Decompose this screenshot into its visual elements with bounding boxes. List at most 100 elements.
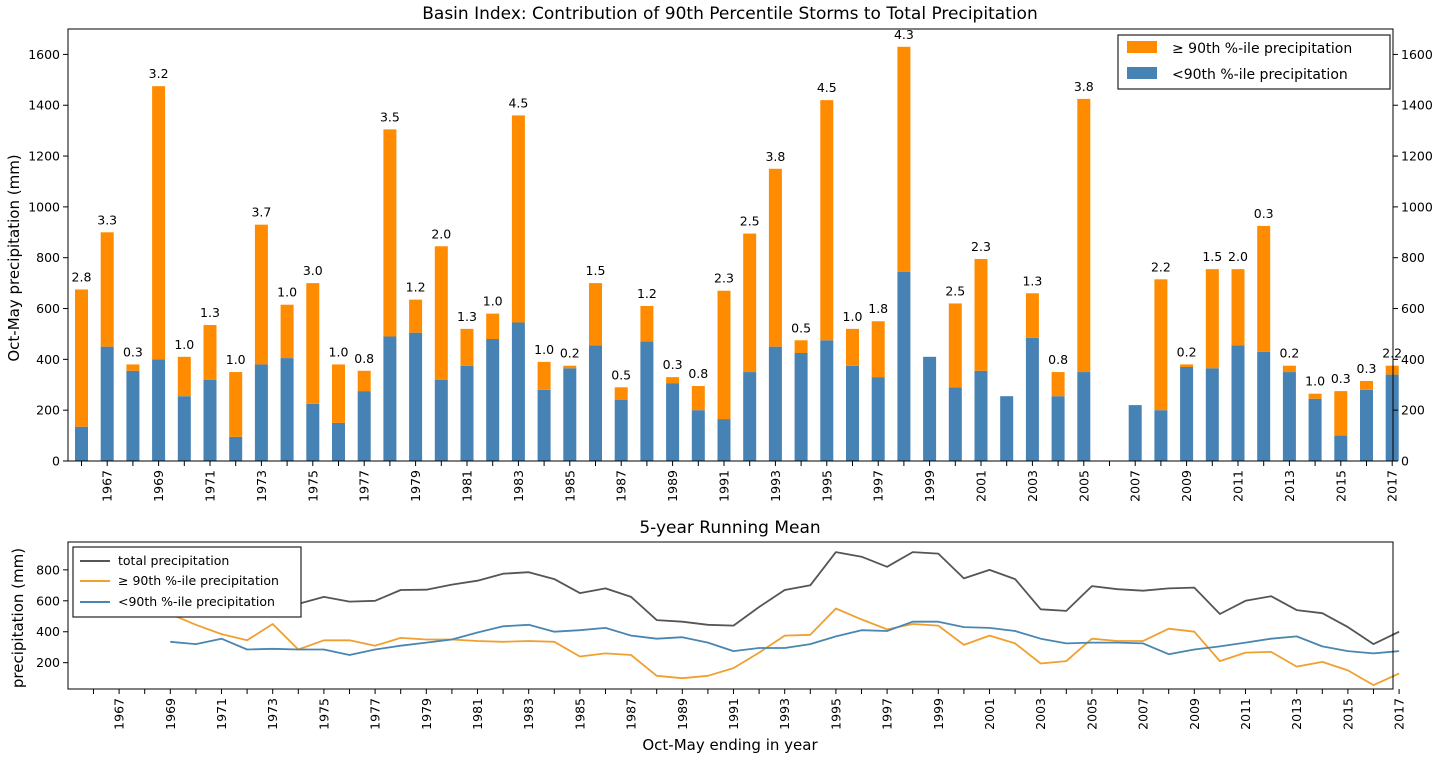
- bottom-x-tick-label: 2005: [1084, 698, 1099, 730]
- bottom-x-tick-label: 1997: [880, 698, 895, 730]
- ratio-label-1979: 1.2: [406, 280, 426, 295]
- bottom-x-tick-label: 1989: [675, 698, 690, 730]
- bar-below-1990: [691, 410, 705, 461]
- bar-below-1973: [254, 364, 268, 461]
- ratio-label-2013: 0.2: [1279, 346, 1299, 361]
- top-x-tick-label: 1985: [562, 470, 577, 502]
- top-y-tick-label: 200: [36, 403, 60, 418]
- top-x-tick-label: 2013: [1282, 470, 1297, 502]
- top-y-right-tick-label: 1400: [1401, 98, 1433, 113]
- bar-below-1986: [589, 345, 602, 461]
- top-x-tick-label: 1975: [305, 470, 320, 502]
- bar-above-1979: [409, 299, 423, 333]
- top-plot-frame: [67, 28, 1394, 462]
- ratio-label-1970: 1.0: [174, 337, 194, 352]
- top-y-tick-label: 1600: [28, 47, 60, 62]
- ratio-label-1984: 1.0: [534, 342, 554, 357]
- bar-below-1993: [768, 346, 782, 461]
- bar-above-1984: [537, 361, 551, 390]
- bar-above-2016: [1360, 380, 1373, 390]
- ratio-label-1996: 1.0: [843, 309, 863, 324]
- bar-above-2008: [1154, 279, 1168, 411]
- ratio-label-1971: 1.3: [200, 305, 220, 320]
- bar-below-1997: [871, 377, 885, 461]
- legend-below-line-label: <90th %-ile precipitation: [118, 594, 275, 609]
- bar-above-1970: [177, 356, 191, 397]
- bottom-x-tick-label: 1983: [521, 698, 536, 730]
- ratio-label-1994: 0.5: [791, 320, 811, 335]
- ratio-label-1977: 0.8: [354, 351, 374, 366]
- ratio-label-2016: 0.3: [1357, 361, 1377, 376]
- bar-below-2005: [1077, 372, 1091, 461]
- bar-below-1982: [486, 339, 500, 461]
- bar-below-2002: [1000, 396, 1014, 461]
- top-y-tick-label: 600: [36, 301, 60, 316]
- bottom-y-axis: 200 400 600 800: [36, 562, 68, 670]
- top-x-tick-label: 1971: [203, 470, 218, 502]
- bar-below-1983: [511, 322, 525, 461]
- bottom-x-tick-label: 1975: [316, 698, 331, 730]
- top-x-tick-label: 1987: [614, 470, 629, 502]
- top-x-tick-label: 1999: [922, 470, 937, 502]
- bar-below-1970: [177, 396, 191, 461]
- bar-below-2001: [974, 370, 988, 461]
- bottom-x-tick-label: 1991: [726, 698, 741, 730]
- ratio-label-1982: 1.0: [483, 294, 503, 309]
- top-x-tick-label: 1983: [511, 470, 526, 502]
- top-chart-title: Basin Index: Contribution of 90th Percen…: [422, 4, 1037, 24]
- bar-below-1999: [923, 356, 937, 461]
- ratio-label-1998: 4.3: [894, 27, 914, 42]
- bar-below-1989: [666, 383, 680, 461]
- bottom-x-tick-label: 1979: [419, 698, 434, 730]
- bar-above-1989: [666, 377, 680, 384]
- top-x-tick-label: 1967: [100, 470, 115, 502]
- top-y-tick-label: 1000: [28, 199, 60, 214]
- top-y-tick-label: 1200: [28, 149, 60, 164]
- bottom-x-tick-label: 1969: [163, 698, 178, 730]
- top-bars: [75, 46, 1399, 461]
- bottom-y-tick-label: 800: [36, 562, 60, 577]
- bar-above-2003: [1025, 293, 1039, 338]
- legend-above-line-label: ≥ 90th %-ile precipitation: [118, 573, 279, 588]
- ratio-label-1983: 4.5: [508, 95, 528, 110]
- bar-below-1972: [229, 436, 243, 461]
- ratio-label-1980: 2.0: [431, 226, 451, 241]
- bar-below-1981: [460, 365, 474, 461]
- ratio-label-1993: 3.8: [765, 149, 785, 164]
- bar-above-2015: [1334, 391, 1348, 436]
- bar-below-1975: [306, 403, 320, 461]
- bar-below-1998: [897, 271, 911, 461]
- top-x-tick-label: 1973: [254, 470, 269, 502]
- ratio-label-2011: 2.0: [1228, 249, 1248, 264]
- bar-below-2016: [1360, 389, 1373, 461]
- bar-below-1969: [152, 359, 166, 461]
- top-x-tick-label: 1979: [408, 470, 423, 502]
- bar-above-1980: [434, 246, 448, 380]
- ratio-label-1978: 3.5: [380, 109, 400, 124]
- bottom-legend: total precipitation ≥ 90th %-ile precipi…: [72, 546, 302, 618]
- top-panel: Basin Index: Contribution of 90th Percen…: [5, 4, 1433, 502]
- top-y-right-tick-label: 800: [1401, 250, 1425, 265]
- bottom-x-tick-label: 1993: [777, 698, 792, 730]
- bottom-x-tick-label: 2009: [1187, 698, 1202, 730]
- bottom-x-tick-label: 1999: [931, 698, 946, 730]
- bar-above-1977: [357, 370, 371, 392]
- top-x-axis: 1967 1969 1971 1973 1975 1977 1979 1981 1983 1985…: [81, 461, 1400, 502]
- top-x-tick-label: 2011: [1231, 470, 1246, 502]
- top-x-tick-label: 1993: [768, 470, 783, 502]
- bar-above-1996: [846, 328, 859, 366]
- bar-above-1969: [152, 86, 166, 360]
- bar-below-2004: [1051, 396, 1065, 461]
- top-legend-box: [1117, 34, 1391, 90]
- bottom-x-tick-label: 2007: [1136, 698, 1151, 730]
- bar-below-1988: [640, 341, 654, 461]
- bar-above-1972: [229, 372, 243, 437]
- bottom-x-tick-label: 2003: [1033, 698, 1048, 730]
- ratio-label-1968: 0.3: [123, 344, 143, 359]
- bar-below-2015: [1334, 435, 1348, 461]
- bottom-x-tick-label: 1977: [368, 698, 383, 730]
- top-x-tick-label: 2009: [1179, 470, 1194, 502]
- ratio-label-1972: 1.0: [226, 352, 246, 367]
- bar-below-1967: [100, 346, 114, 461]
